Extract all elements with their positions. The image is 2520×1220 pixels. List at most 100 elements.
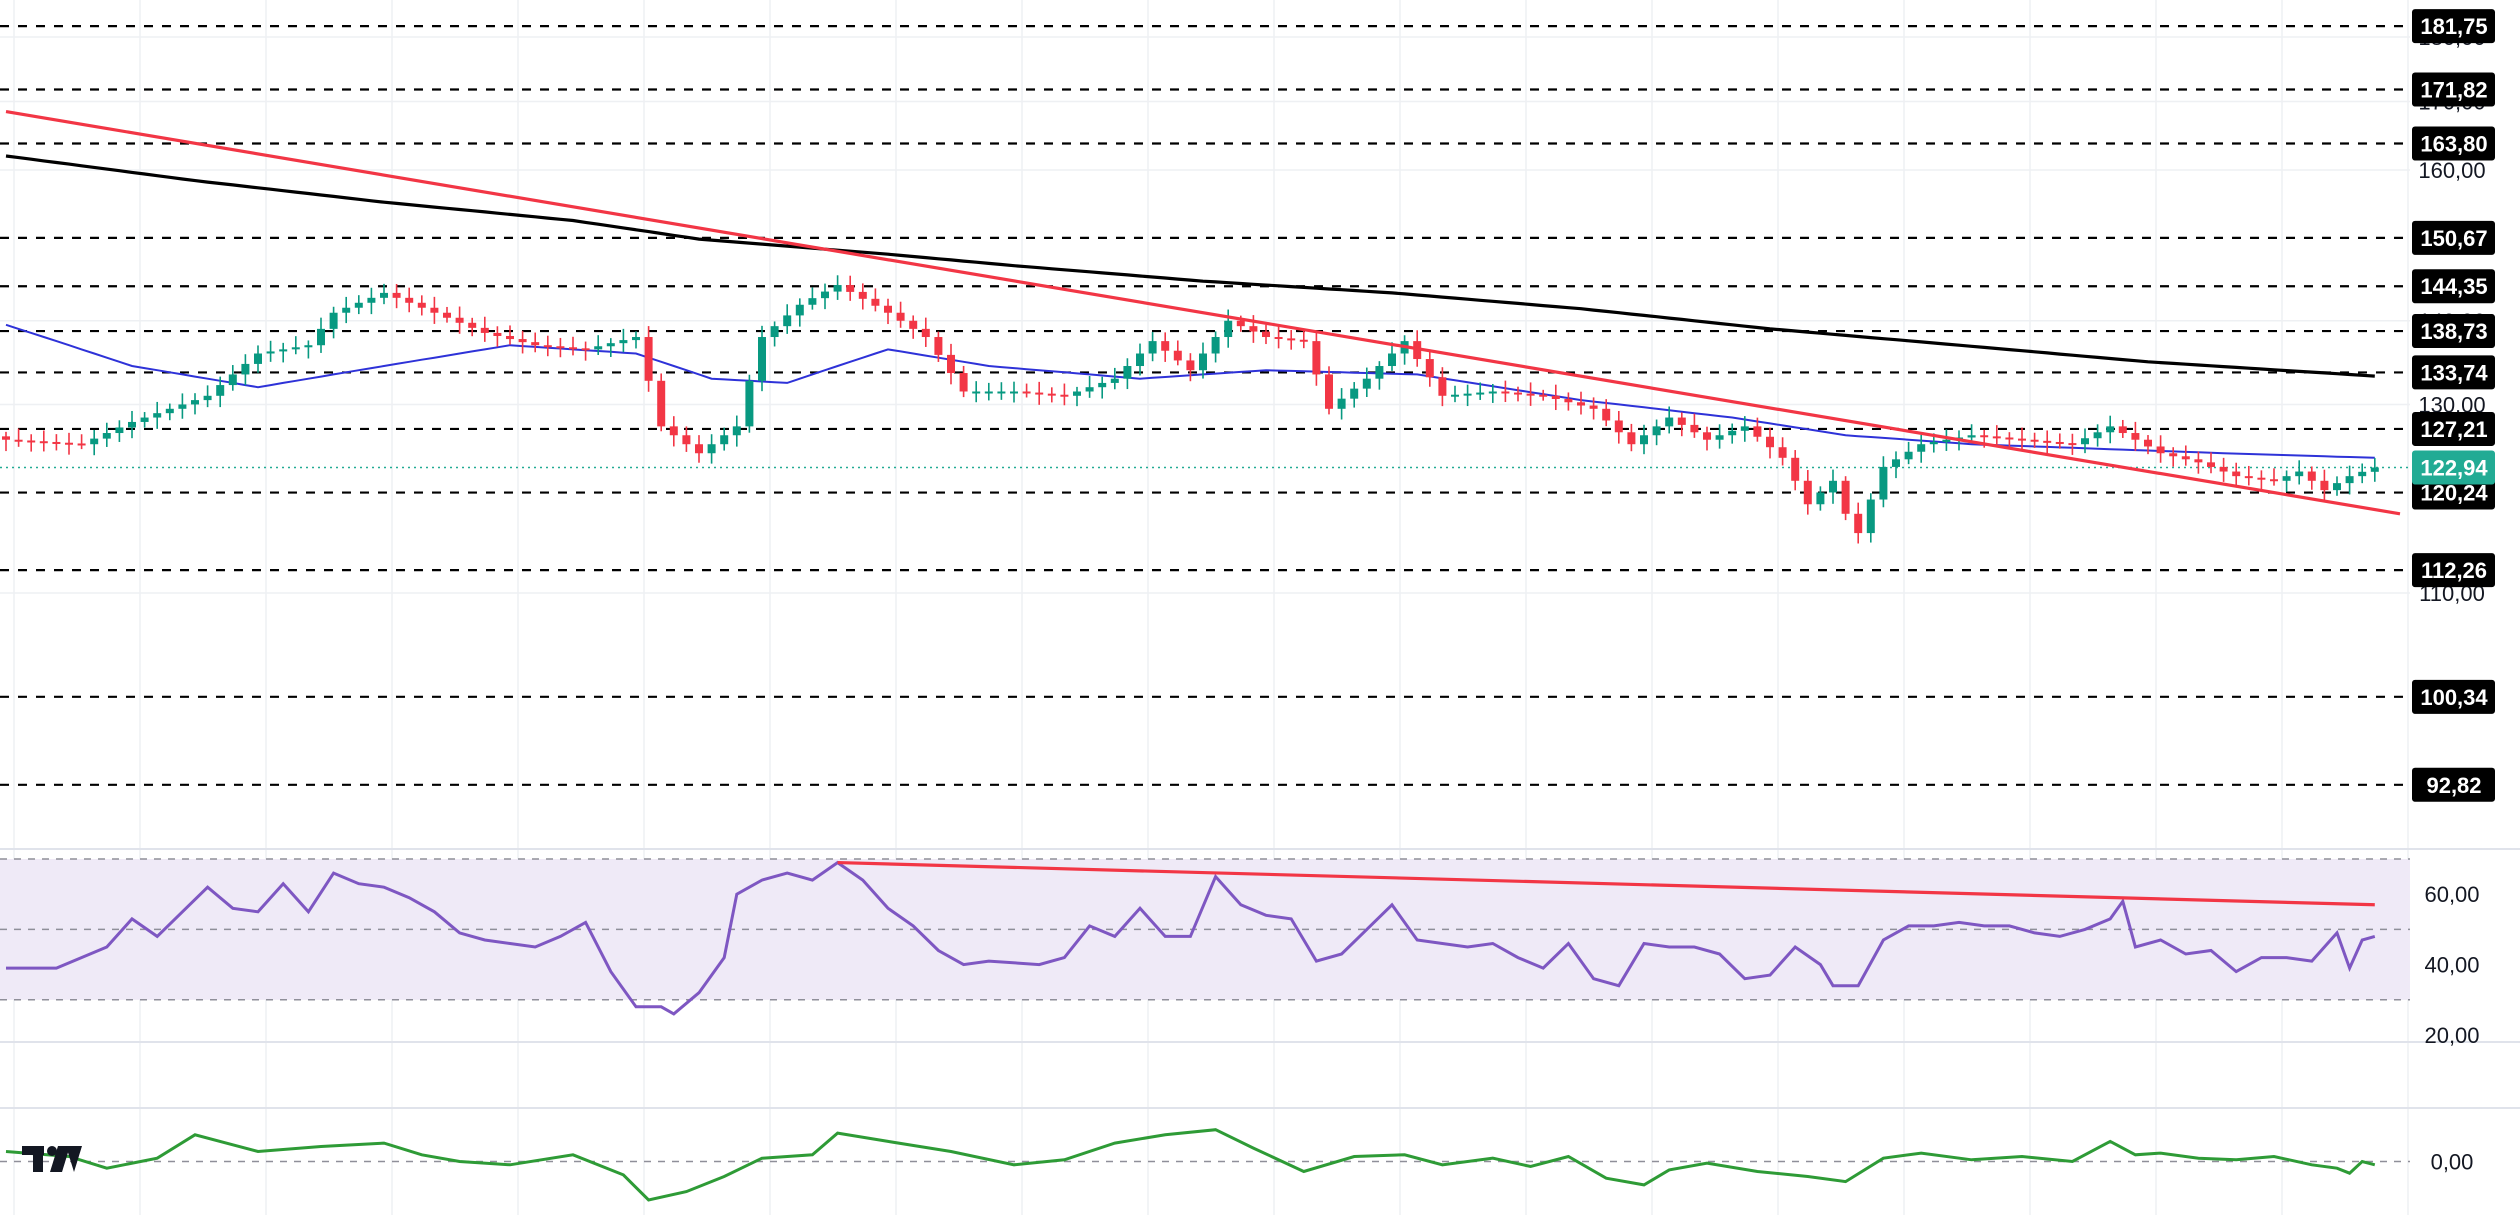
candle[interactable] [2257,470,2266,491]
candle[interactable] [1602,399,1611,427]
candle[interactable] [1715,424,1724,449]
candle[interactable] [1173,340,1182,366]
candle[interactable] [1501,380,1510,403]
candle[interactable] [858,283,867,310]
candle[interactable] [153,401,162,429]
candle[interactable] [1073,386,1081,407]
candle[interactable] [2295,460,2304,485]
candle[interactable] [2144,435,2152,455]
candle[interactable] [1425,351,1434,387]
candle[interactable] [1438,367,1447,407]
candle[interactable] [795,298,804,327]
candle[interactable] [468,317,477,337]
rsi-trendline[interactable] [837,860,2375,907]
candle[interactable] [455,306,464,334]
candle[interactable] [2081,428,2089,454]
candle[interactable] [2068,433,2077,455]
candle[interactable] [1841,476,1850,521]
candle[interactable] [329,306,338,339]
candle[interactable] [1942,429,1951,451]
candle[interactable] [1022,383,1031,398]
candle[interactable] [1476,382,1485,400]
candle[interactable] [669,416,678,447]
candle[interactable] [90,429,99,456]
candle[interactable] [1451,385,1459,403]
candle[interactable] [1917,434,1926,463]
candle[interactable] [2156,435,2165,463]
candle[interactable] [1778,437,1787,466]
candle[interactable] [279,342,288,363]
candle[interactable] [2194,451,2203,474]
candle[interactable] [1388,342,1396,371]
candle[interactable] [216,376,225,408]
candle[interactable] [1287,330,1296,350]
candle[interactable] [720,427,729,451]
candle[interactable] [443,306,451,323]
candle[interactable] [65,432,73,455]
candle[interactable] [1551,384,1560,411]
candle[interactable] [947,343,955,385]
candle[interactable] [921,317,930,347]
candle[interactable] [1362,367,1371,397]
candle[interactable] [1375,361,1384,390]
candle[interactable] [2181,445,2190,466]
candle[interactable] [1350,382,1359,408]
candle[interactable] [1753,417,1762,442]
candle[interactable] [1829,469,1837,504]
candle[interactable] [506,325,514,345]
candle[interactable] [191,393,199,415]
candle[interactable] [770,321,779,347]
candle[interactable] [2106,415,2115,444]
candle[interactable] [2093,424,2102,447]
candle[interactable] [254,345,262,373]
candle[interactable] [1854,502,1863,544]
candle[interactable] [2282,470,2291,492]
candle[interactable] [203,385,212,408]
candle[interactable] [518,330,527,354]
candle[interactable] [1816,486,1825,511]
candle[interactable] [2219,457,2228,482]
candle[interactable] [2370,457,2379,482]
moving-average-slow-line[interactable] [5,154,2375,378]
candle[interactable] [2232,462,2241,486]
candle[interactable] [569,336,577,356]
candle[interactable] [1665,406,1674,434]
candle[interactable] [342,296,351,324]
candle[interactable] [2118,419,2127,438]
candle[interactable] [1463,384,1472,407]
candle[interactable] [2005,432,2014,449]
candle[interactable] [102,422,111,447]
candle[interactable] [1148,331,1157,362]
candle[interactable] [1652,419,1661,446]
candle[interactable] [2307,466,2316,490]
tradingview-logo-icon[interactable] [22,1146,82,1172]
candle[interactable] [2345,465,2354,495]
price-trendline[interactable] [5,109,2401,516]
candle[interactable] [430,296,439,324]
candle[interactable] [2018,427,2026,450]
candle[interactable] [1526,382,1535,406]
candle[interactable] [884,298,892,325]
candle[interactable] [1274,326,1283,349]
candle[interactable] [1577,391,1585,415]
candle[interactable] [228,365,237,391]
candle[interactable] [997,382,1006,400]
momentum-line[interactable] [5,1128,2376,1202]
candle[interactable] [909,315,918,339]
candle[interactable] [745,374,754,433]
candle[interactable] [1123,358,1132,390]
candle[interactable] [1161,332,1170,362]
candle[interactable] [657,373,666,432]
candle[interactable] [178,393,187,419]
candle[interactable] [1312,331,1321,386]
candle[interactable] [707,434,716,464]
candle[interactable] [1904,441,1913,465]
candle[interactable] [1060,383,1069,406]
candle[interactable] [833,275,842,300]
candle[interactable] [1892,451,1900,479]
candle[interactable] [2,431,10,452]
candle[interactable] [2030,432,2039,448]
candle[interactable] [1564,392,1573,411]
candle[interactable] [317,317,325,353]
